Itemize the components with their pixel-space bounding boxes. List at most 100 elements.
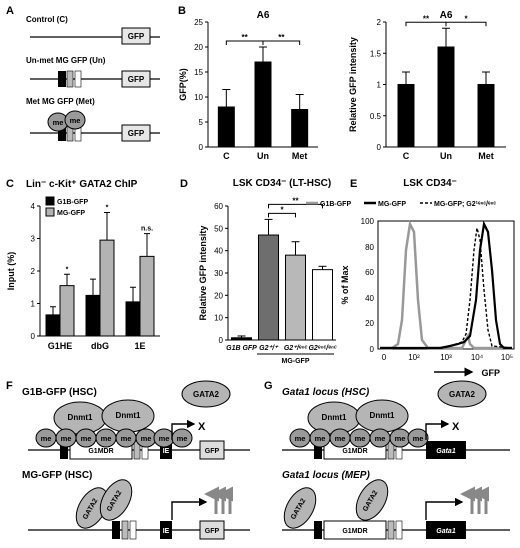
y-axis-label: Input (%) [6,252,16,291]
y-tick: 60 [365,268,374,277]
y-tick-label: 50 [214,224,223,233]
y-tick-label: 1 [31,300,36,309]
y-tick: 80 [365,243,374,252]
methyl-label: me [70,116,81,125]
x-tick: 0 [382,353,387,362]
significance-bracket [268,203,323,209]
y-tick-label: 60 [214,202,223,211]
bar [139,255,155,337]
panel-e: E LSK CD34⁻ G1B-GFP MG-GFP MG-GFP; G2¹ᵉⁿ… [306,178,515,378]
bar [231,337,252,341]
dnmt1-label: Dnmt1 [370,411,395,420]
legend-label: MG-GFP [57,210,85,217]
construct-control-label: Control (C) [26,15,68,24]
gata2-protein [181,380,231,408]
significance-label: ** [242,33,249,42]
significance-label: * [280,205,284,214]
bar [85,294,101,337]
x-tick-label: G2⁺/⁺ [259,345,279,352]
gfp-label: GFP [205,448,220,455]
gata2-protein [437,380,487,408]
panel-letter-a: A [6,5,14,17]
me-label: me [159,434,170,443]
g1mdr-label: G1MDR [342,448,367,455]
panel-f: F G1B-GFP (HSC) GATA2 G1MDR IE GFP Dnmt1… [6,380,250,540]
me-label: me [101,434,112,443]
construct-unmet-label: Un-met MG GFP (Un) [26,56,106,65]
y-tick-label: 30 [214,269,223,278]
y-tick: 20 [365,319,374,328]
significance-label: * [464,14,468,23]
bar [254,61,272,148]
y-tick-label: 0.5 [370,112,382,121]
x-tick-label: G2ᵉⁿᶜ/ᵉⁿᶜ [308,345,336,352]
x-tick-label: 1E [134,341,145,351]
significance-label: ** [292,196,299,205]
y-tick-label: 15 [194,68,203,77]
gfp-box-met [121,124,151,142]
bar [258,234,279,341]
y-axis-label: % of Max [340,265,350,304]
gfp-label-met: GFP [128,129,145,138]
x-tick-label: dbG [91,341,109,351]
methyl-label: me [53,118,64,127]
methyl-marks: me me me me me me me me [35,428,193,448]
gata2-protein [283,487,317,529]
x-tick-label: Met [478,151,494,161]
y-tick-label: 0 [199,143,204,152]
significance-bracket [268,212,296,218]
me-label: me [413,434,424,443]
y-tick-label: 10 [214,314,223,323]
gfp-label-control: GFP [128,32,145,41]
me-label: me [121,434,132,443]
me-label: me [395,434,406,443]
expression-arrows [204,486,233,514]
bar [125,301,141,337]
bar [45,314,61,337]
x-tick-label: Un [440,151,452,161]
histogram-mg-gfp [380,220,512,350]
panel-letter-c: C [6,178,14,190]
y-tick-label: 2 [31,267,36,276]
chart-title: A6 [257,10,270,21]
me-label: me [81,434,92,443]
x-tick-label: C [403,151,410,161]
significance-label: ** [278,33,285,42]
y-axis-label: Relative GFP intensity [198,226,208,321]
ie-label: IE [163,448,170,455]
chart-c-chip: Lin⁻ c-Kit⁺ GATA2 ChIP Input (%) 0 1 2 3 4 G1B-… [6,179,160,351]
bar [59,285,75,337]
chart-d-lt-hsc: LSK CD34⁻ (LT-HSC) Relative GFP intensity… [198,178,337,365]
me-label: me [315,434,326,443]
x-ticks: 0 10² 10³ 10⁴ 10⁵ [382,353,513,362]
panel-f-bottom-title: MG-GFP (HSC) [22,470,92,481]
panel-g: G Gata1 locus (HSC) GATA2 G1MDR Gata1 Dn… [264,380,510,540]
panel-letter-f: F [6,380,13,392]
blocked-x-mark: X [452,421,460,433]
y-tick-label: 20 [214,291,223,300]
legend-label: G1B-GFP [57,199,88,206]
x-tick: 10⁴ [471,353,484,362]
y-tick-label: 1.5 [370,49,382,58]
x-tick: 10² [408,353,420,362]
gfp-label-unmet: GFP [128,75,145,84]
bar [437,46,455,148]
histogram-g1b-gfp [380,219,512,350]
panel-letter-e: E [350,178,357,190]
g1mdr-label: G1MDR [88,448,113,455]
gata2-protein [99,479,133,521]
significance-label: n.s. [141,226,153,233]
panel-f-top-title: G1B-GFP (HSC) [22,387,97,398]
y-tick-label: 0 [377,143,382,152]
panel-e-title: LSK CD34⁻ [403,178,457,189]
me-label: me [41,434,52,443]
y-tick-label: 4 [31,202,36,211]
gfp-label: GFP [205,528,220,535]
panel-letter-g: G [264,380,273,392]
bar [217,106,235,148]
y-tick: 0 [370,345,375,354]
panel-g-top-title: Gata1 locus (HSC) [282,387,370,398]
expression-arrows [460,486,489,514]
bar [99,239,115,337]
